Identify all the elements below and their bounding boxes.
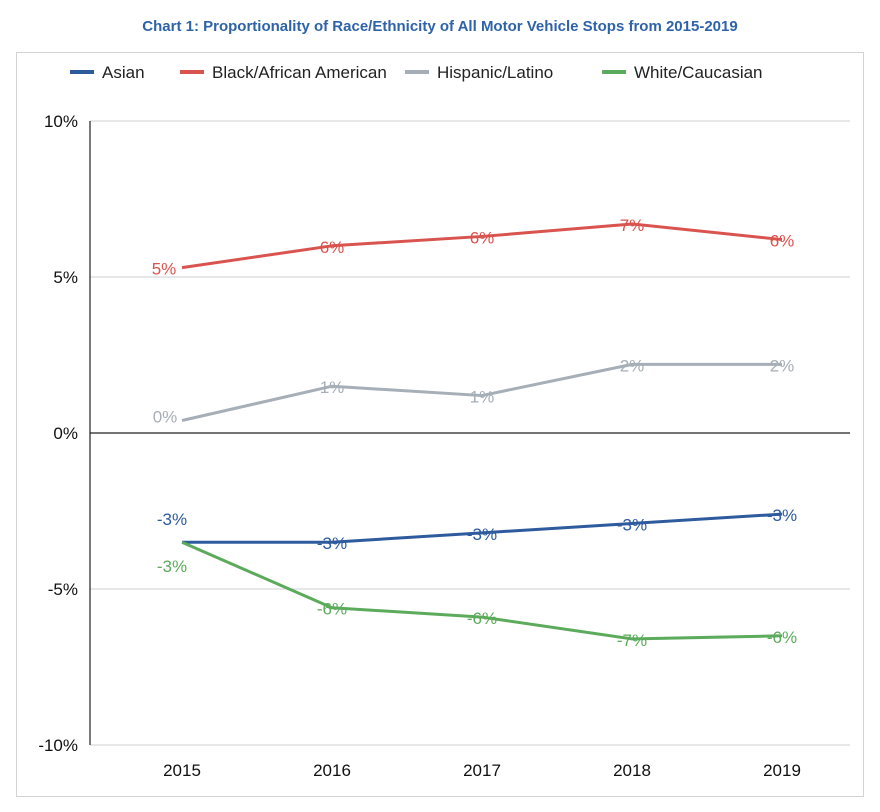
data-label: 2% bbox=[620, 356, 645, 375]
gridlines bbox=[90, 120, 850, 746]
legend: Asian Black/African American Hispanic/Lati… bbox=[70, 63, 763, 82]
data-label: 2% bbox=[770, 356, 795, 375]
data-label: -3% bbox=[157, 557, 187, 576]
data-label: 5% bbox=[152, 260, 177, 279]
series-line bbox=[182, 512, 783, 544]
chart-title: Chart 1: Proportionality of Race/Ethnici… bbox=[142, 18, 738, 35]
data-label: -6% bbox=[767, 628, 797, 647]
data-label: 7% bbox=[620, 216, 645, 235]
x-tick-label: 2016 bbox=[313, 761, 351, 780]
x-tick-label: 2017 bbox=[463, 761, 501, 780]
series-line bbox=[181, 540, 783, 641]
legend-label: White/Caucasian bbox=[634, 63, 763, 82]
x-tick-label: 2015 bbox=[163, 761, 201, 780]
data-label: -3% bbox=[467, 525, 497, 544]
x-tick-label: 2019 bbox=[763, 761, 801, 780]
y-tick-label: 0% bbox=[53, 424, 78, 443]
data-label: 0% bbox=[153, 408, 178, 427]
legend-label: Black/African American bbox=[212, 63, 387, 82]
x-tick-label: 2018 bbox=[613, 761, 651, 780]
data-label: -3% bbox=[157, 510, 187, 529]
legend-label: Hispanic/Latino bbox=[437, 63, 553, 82]
data-label: -6% bbox=[467, 609, 497, 628]
y-tick-label: -10% bbox=[38, 736, 78, 755]
data-labels: -3% -3% -3% -3% -3% 5% 6% 6% 7% 6% 0% 1% 1% 2% 2% -3% -6… bbox=[152, 216, 797, 650]
data-label: -3% bbox=[617, 515, 647, 534]
series-line bbox=[181, 222, 783, 270]
data-label: 6% bbox=[770, 232, 795, 251]
data-label: 6% bbox=[320, 238, 345, 257]
data-label: 6% bbox=[470, 228, 495, 247]
data-label: 1% bbox=[320, 378, 345, 397]
data-label: -3% bbox=[317, 534, 347, 553]
legend-label: Asian bbox=[102, 63, 145, 82]
data-label: -3% bbox=[767, 506, 797, 525]
data-label: -7% bbox=[617, 631, 647, 650]
chart-frame bbox=[16, 52, 864, 797]
axes: 10% 5% 0% -5% -10% 2015 2016 2017 2018 2019 bbox=[38, 112, 850, 780]
series-lines bbox=[181, 222, 783, 641]
series-line bbox=[181, 362, 782, 422]
y-tick-label: -5% bbox=[48, 580, 78, 599]
y-tick-label: 10% bbox=[44, 112, 78, 131]
data-label: -6% bbox=[317, 600, 347, 619]
y-tick-label: 5% bbox=[53, 268, 78, 287]
data-label: 1% bbox=[470, 388, 495, 407]
